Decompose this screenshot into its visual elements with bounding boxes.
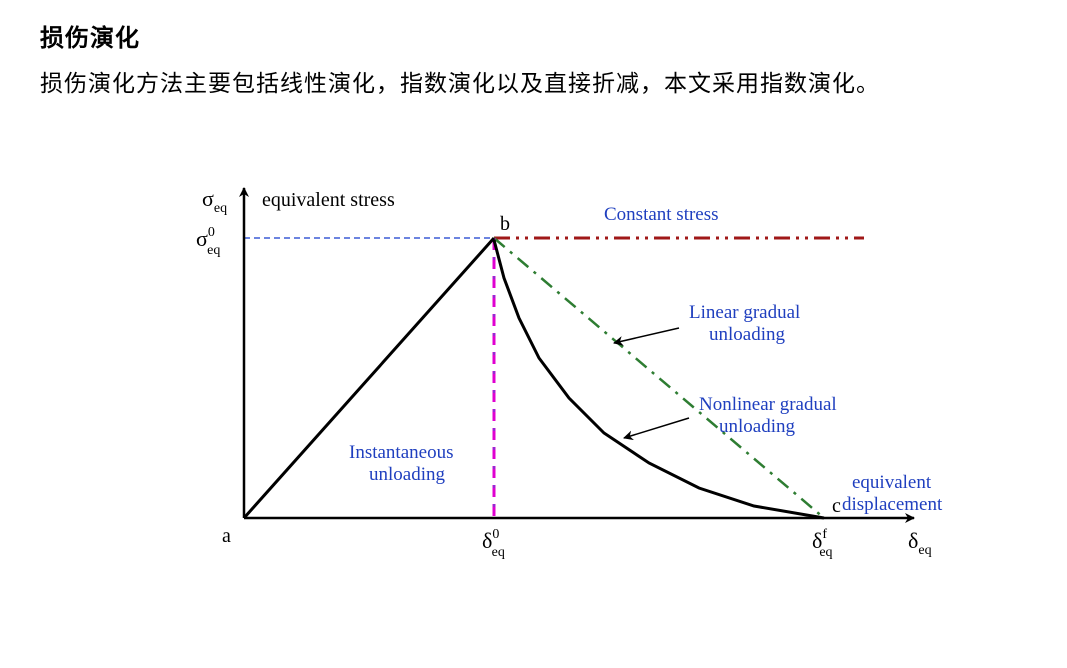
svg-text:b: b xyxy=(500,213,510,235)
svg-text:c: c xyxy=(832,495,841,517)
svg-text:unloading: unloading xyxy=(719,416,795,437)
svg-text:δfeq: δfeq xyxy=(812,527,833,560)
chart-container: σeq equivalent stress σ0eq a b c δ0eq δfeq δeq Co… xyxy=(40,118,1027,598)
section-heading: 损伤演化 xyxy=(40,18,1027,53)
svg-text:Instantaneous: Instantaneous xyxy=(349,442,453,463)
page-root: 损伤演化 损伤演化方法主要包括线性演化，指数演化以及直接折减，本文采用指数演化。… xyxy=(0,0,1067,668)
svg-text:σeq: σeq xyxy=(202,186,227,216)
body-paragraph: 损伤演化方法主要包括线性演化，指数演化以及直接折减，本文采用指数演化。 xyxy=(40,63,1027,106)
svg-text:Constant stress: Constant stress xyxy=(604,204,719,225)
svg-text:δ0eq: δ0eq xyxy=(482,527,505,560)
svg-text:equivalent: equivalent xyxy=(852,472,932,493)
svg-text:unloading: unloading xyxy=(369,464,445,485)
damage-evolution-diagram: σeq equivalent stress σ0eq a b c δ0eq δfeq δeq Co… xyxy=(124,118,944,598)
svg-text:Nonlinear gradual: Nonlinear gradual xyxy=(699,394,837,415)
svg-text:equivalent stress: equivalent stress xyxy=(262,189,395,211)
svg-text:unloading: unloading xyxy=(709,324,785,345)
svg-text:δeq: δeq xyxy=(908,528,932,558)
svg-text:Linear gradual: Linear gradual xyxy=(689,302,800,323)
svg-text:σ0eq: σ0eq xyxy=(196,225,220,258)
svg-text:a: a xyxy=(222,525,231,547)
svg-text:displacement: displacement xyxy=(842,494,943,515)
